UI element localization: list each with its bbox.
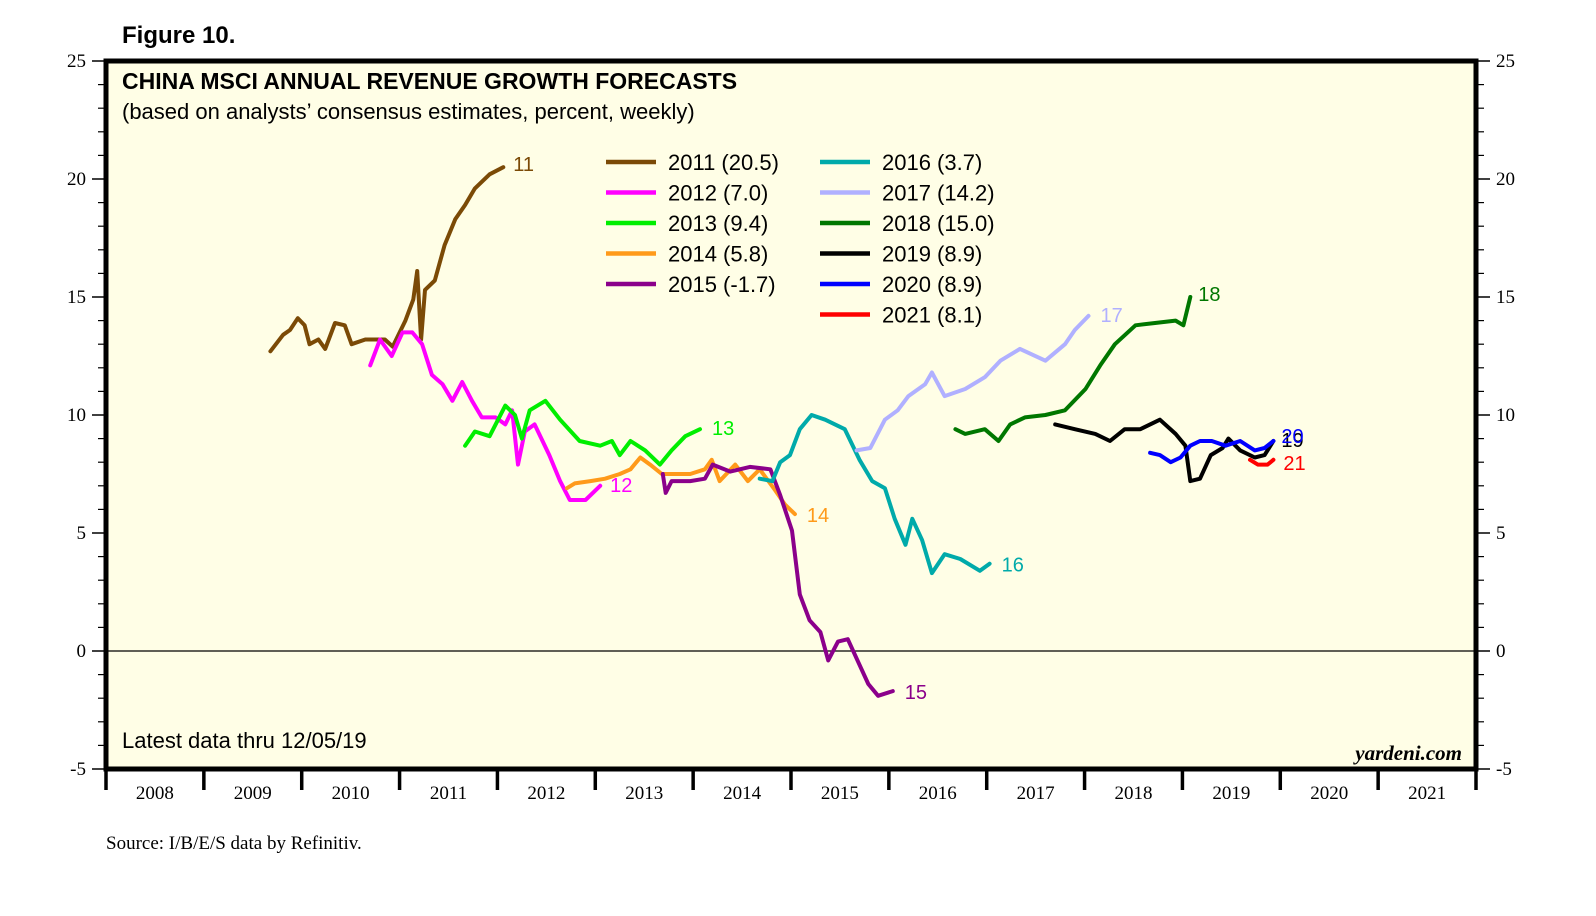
legend-label: 2015 (-1.7) — [668, 272, 776, 297]
legend-item-2019: 2019 (8.9) — [820, 242, 982, 267]
legend-label: 2020 (8.9) — [882, 272, 982, 297]
series-line-2017 — [854, 313, 1091, 453]
legend-label: 2019 (8.9) — [882, 242, 982, 267]
x-tick-label: 2019 — [1212, 783, 1250, 804]
chart-title: CHINA MSCI ANNUAL REVENUE GROWTH FORECAS… — [122, 68, 737, 94]
y-tick-label-left: 25 — [67, 51, 86, 72]
y-tick-label-right: 25 — [1496, 51, 1515, 72]
y-tick-label-right: 10 — [1496, 405, 1515, 426]
legend-item-2016: 2016 (3.7) — [820, 150, 982, 175]
y-tick-label-right: 0 — [1496, 641, 1506, 662]
x-tick-label: 2020 — [1310, 783, 1348, 804]
legend: 2011 (20.5) 2012 (7.0) 2013 (9.4) 2014 (5.8… — [606, 150, 995, 328]
legend-label: 2018 (15.0) — [882, 211, 995, 236]
series-line-2016 — [757, 413, 992, 576]
legend-label: 2016 (3.7) — [882, 150, 982, 175]
y-axis-left: 25 20 15 10 5 0 -5 — [67, 51, 106, 780]
legend-item-2014: 2014 (5.8) — [606, 242, 768, 267]
x-tick-label: 2014 — [723, 783, 762, 804]
series-line-2013 — [463, 398, 702, 467]
legend-label: 2011 (20.5) — [668, 150, 779, 175]
y-tick-label-left: 10 — [67, 405, 86, 426]
legend-label: 2012 (7.0) — [668, 181, 768, 206]
x-tick-label: 2021 — [1408, 783, 1446, 804]
latest-data-note: Latest data thru 12/05/19 — [122, 728, 367, 753]
end-label-2020: 20 — [1281, 426, 1303, 448]
x-tick-label: 2018 — [1115, 783, 1153, 804]
series-line-2021 — [1248, 457, 1276, 467]
x-tick-label: 2015 — [821, 783, 859, 804]
figure-label: Figure 10. — [122, 22, 235, 49]
watermark: yardeni.com — [1352, 741, 1462, 765]
end-label-2011: 11 — [513, 154, 534, 176]
series-line-2019 — [1053, 417, 1276, 484]
end-label-2014: 14 — [807, 505, 829, 527]
y-tick-label-right: 15 — [1496, 287, 1515, 308]
legend-item-2017: 2017 (14.2) — [820, 181, 995, 206]
legend-label: 2013 (9.4) — [668, 211, 768, 236]
x-tick-label: 2012 — [527, 783, 565, 804]
series-line-2020 — [1148, 439, 1276, 465]
series-layer — [268, 165, 1276, 698]
x-axis: 2008 2009 2010 2011 2012 2013 2014 2015 2016 2017… — [104, 769, 1478, 804]
end-label-2018: 18 — [1198, 284, 1220, 306]
legend-label: 2021 (8.1) — [882, 303, 982, 328]
end-label-2013: 13 — [712, 418, 734, 440]
legend-item-2011: 2011 (20.5) — [606, 150, 779, 175]
x-tick-label: 2016 — [919, 783, 957, 804]
x-tick-label: 2011 — [430, 783, 467, 804]
series-line-2011 — [268, 165, 506, 354]
legend-item-2018: 2018 (15.0) — [820, 211, 995, 236]
series-line-2015 — [660, 462, 895, 698]
legend-label: 2017 (14.2) — [882, 181, 995, 206]
y-tick-label-right: 5 — [1496, 523, 1506, 544]
source-note: Source: I/B/E/S data by Refinitiv. — [106, 833, 362, 854]
end-label-2021: 21 — [1283, 453, 1305, 475]
end-label-2016: 16 — [1002, 555, 1024, 577]
end-label-2015: 15 — [905, 682, 927, 704]
x-tick-label: 2009 — [234, 783, 272, 804]
end-label-2017: 17 — [1100, 305, 1122, 327]
series-line-2012 — [368, 330, 603, 502]
x-tick-label: 2013 — [625, 783, 663, 804]
legend-item-2015: 2015 (-1.7) — [606, 272, 776, 297]
end-label-2019: 19 — [1281, 430, 1303, 452]
legend-item-2021: 2021 (8.1) — [820, 303, 982, 328]
y-tick-label-left: 20 — [67, 169, 86, 190]
legend-item-2020: 2020 (8.9) — [820, 272, 982, 297]
y-tick-label-left: 5 — [77, 523, 87, 544]
x-tick-label: 2017 — [1017, 783, 1055, 804]
legend-label: 2014 (5.8) — [668, 242, 768, 267]
y-tick-label-right: -5 — [1496, 759, 1512, 780]
chart-subtitle: (based on analysts’ consensus estimates,… — [122, 99, 695, 124]
y-tick-label-left: 0 — [77, 641, 87, 662]
x-tick-label: 2010 — [332, 783, 370, 804]
series-line-2018 — [953, 295, 1193, 443]
y-tick-label-left: -5 — [70, 759, 86, 780]
end-label-2012: 12 — [610, 475, 632, 497]
y-axis-right: 25 20 15 10 5 0 -5 — [1476, 51, 1515, 780]
plot-area — [106, 61, 1476, 769]
legend-item-2013: 2013 (9.4) — [606, 211, 768, 236]
x-tick-label: 2008 — [136, 783, 174, 804]
y-tick-label-right: 20 — [1496, 169, 1515, 190]
y-tick-label-left: 15 — [67, 287, 86, 308]
legend-item-2012: 2012 (7.0) — [606, 181, 768, 206]
